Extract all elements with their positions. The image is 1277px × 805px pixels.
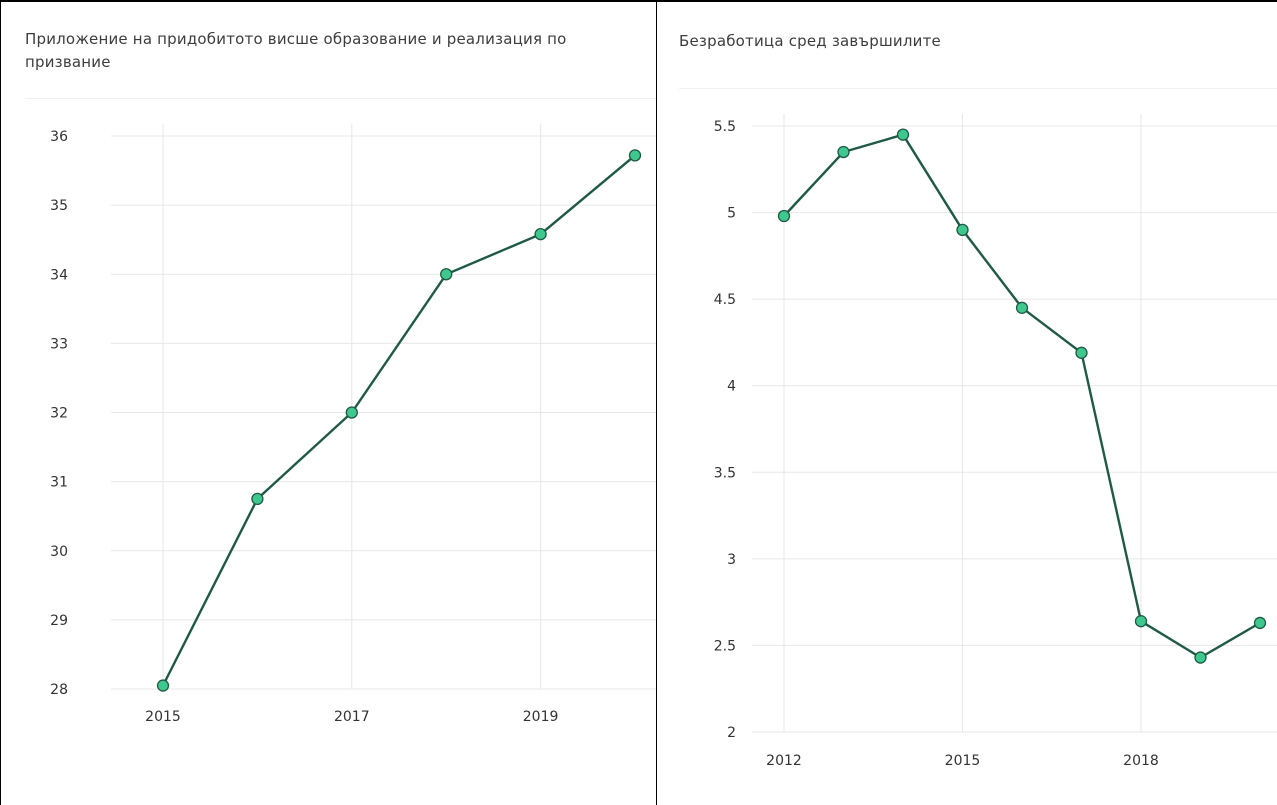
series-line (161, 154, 636, 687)
data-point (837, 145, 850, 159)
x-tick-label: 2015 (145, 709, 181, 725)
data-point (156, 679, 170, 692)
series-line (783, 133, 1261, 659)
grid (111, 124, 656, 690)
y-tick-label: 2.5 (714, 638, 736, 654)
y-tick-label: 4 (727, 379, 736, 395)
data-point (1075, 346, 1088, 359)
y-tick-label: 3.5 (714, 465, 736, 481)
data-point (628, 149, 642, 162)
grid (752, 114, 1277, 733)
data-point (440, 268, 453, 281)
line-chart-higher-education: 36 35 34 33 32 31 30 29 28 2015 2017 2019 (50, 124, 656, 725)
y-tick-label: 3 (727, 552, 736, 568)
data-point (345, 406, 358, 419)
y-tick-label: 34 (50, 267, 68, 283)
y-tick-label: 4.5 (714, 292, 736, 308)
y-tick-label: 30 (50, 544, 68, 560)
y-tick-label: 29 (50, 613, 68, 629)
x-tick-label: 2019 (523, 709, 559, 725)
data-point (896, 128, 910, 141)
data-point (1134, 615, 1148, 628)
data-point (1253, 616, 1267, 630)
x-tick-label: 2015 (945, 753, 981, 769)
data-point (251, 492, 264, 506)
chart-panel-right: Безработица сред завършилите 5.5 5 4.5 4 3.5… (657, 0, 1277, 805)
x-tick-label: 2018 (1123, 753, 1159, 769)
data-point (956, 223, 969, 237)
data-point (534, 228, 547, 241)
y-tick-label: 28 (50, 682, 68, 698)
x-tick-label: 2012 (766, 753, 802, 769)
chart-title: Приложение на придобитото висше образова… (25, 30, 567, 71)
y-tick-label: 2 (727, 725, 736, 741)
y-tick-label: 5.5 (714, 119, 736, 135)
title-divider (25, 98, 656, 99)
y-tick-label: 31 (50, 475, 68, 491)
y-tick-label: 36 (50, 129, 68, 145)
chart-panel-left: Приложение на придобитото висше образова… (0, 0, 657, 805)
y-tick-label: 32 (50, 406, 68, 422)
chart-title: Безработица сред завършилите (679, 32, 941, 50)
title-divider (679, 88, 1277, 89)
data-point (1015, 301, 1029, 314)
x-tick-label: 2017 (334, 709, 370, 725)
y-tick-label: 33 (50, 336, 68, 352)
data-point (1194, 651, 1207, 664)
y-tick-label: 5 (727, 206, 736, 222)
line-chart-unemployment: 5.5 5 4.5 4 3.5 3 2.5 2 2012 2015 2018 (714, 114, 1277, 769)
y-tick-label: 35 (50, 198, 68, 214)
data-point (777, 209, 791, 223)
